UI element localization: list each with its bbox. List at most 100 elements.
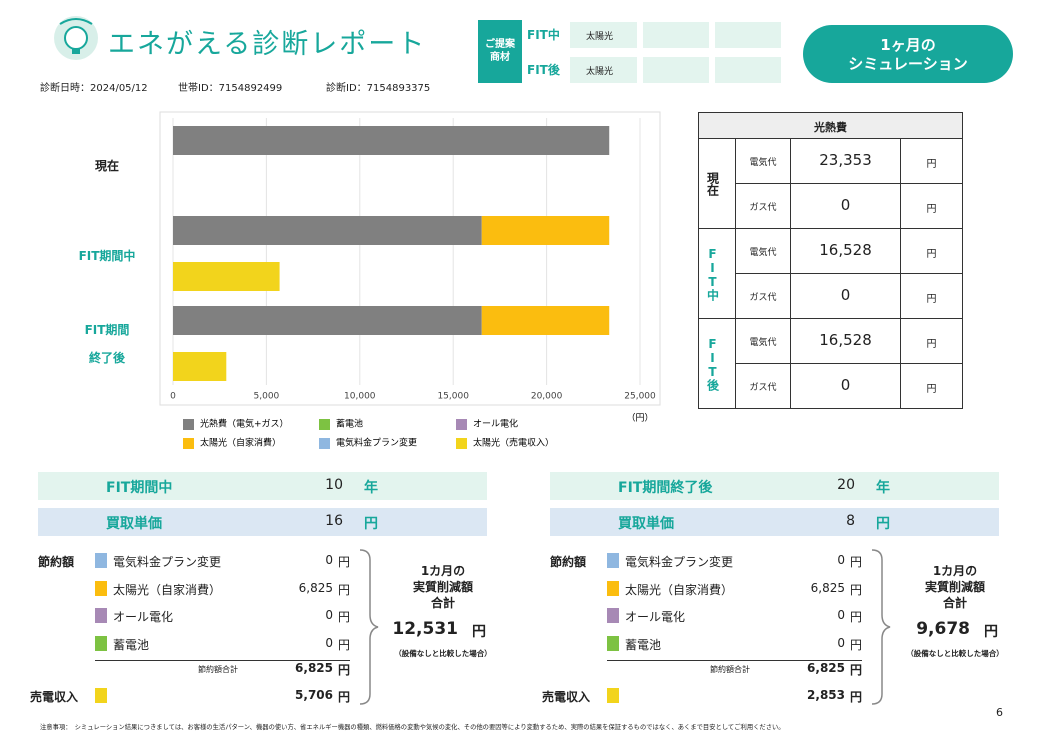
item-swatch — [607, 635, 619, 651]
title: エネがえる診断レポート — [108, 29, 427, 60]
period-band — [38, 472, 487, 500]
legend-label: 電気料金プラン変更 — [336, 437, 417, 449]
cost-value: 0 — [790, 363, 901, 409]
x-unit: （円） — [626, 413, 653, 424]
x-tick-label: 20,000 — [531, 392, 563, 402]
item-value: 0 — [325, 635, 333, 650]
bar — [173, 126, 610, 155]
item-unit: 円 — [850, 610, 863, 624]
total-title: 1カ月の 実質削減額 合計 — [412, 564, 473, 610]
legend-label: オール電化 — [473, 418, 518, 430]
period-value: 10 — [325, 477, 343, 493]
price-band — [38, 508, 487, 536]
cost-unit: 円 — [900, 273, 963, 319]
cost-unit: 円 — [900, 228, 963, 274]
cost-label: 電気代 — [735, 318, 791, 364]
legend-swatch — [319, 419, 330, 430]
sales-label: 売電収入 — [542, 690, 591, 704]
legend-swatch — [183, 438, 194, 449]
logo — [54, 16, 98, 60]
item-value: 0 — [837, 553, 845, 567]
total-note: （設備なしと比較した場合） — [906, 649, 1004, 658]
total-value: 12,531 — [392, 619, 458, 639]
savings-label: 節約額 — [550, 555, 587, 569]
item-value: 0 — [325, 553, 333, 567]
household-id: 世帯ID：7154892499 — [178, 83, 283, 94]
item-name: 太陽光（自家消費） — [625, 582, 734, 597]
item-name: 蓄電池 — [625, 637, 662, 652]
item-swatch — [95, 580, 107, 596]
savings-label: 節約額 — [38, 555, 75, 569]
total-title: 1カ月の 実質削減額 合計 — [924, 564, 985, 610]
legend-label: 太陽光（自家消費） — [200, 437, 281, 449]
item-value: 0 — [837, 635, 845, 650]
cost-label: 電気代 — [735, 228, 791, 274]
cost-table-title: 光熱費 — [698, 112, 963, 139]
price-value: 8 — [846, 513, 855, 529]
item-name: 電気料金プラン変更 — [113, 555, 222, 569]
item-value: 0 — [325, 608, 333, 622]
legend-label: 太陽光（売電収入） — [473, 437, 554, 449]
subtotal-label: 節約額合計 — [198, 665, 238, 674]
legend-label: 光熱費（電気+ガス） — [200, 418, 289, 430]
x-tick-label: 5,000 — [254, 392, 280, 402]
item-value: 6,825 — [298, 580, 333, 595]
proposal-cell — [643, 22, 709, 48]
category-label: 現在 — [94, 159, 119, 173]
cost-unit: 円 — [900, 183, 963, 229]
bar — [173, 216, 482, 245]
total-note: （設備なしと比較した場合） — [394, 649, 492, 658]
proposal-cell — [715, 22, 781, 48]
subtotal-label: 節約額合計 — [710, 665, 750, 674]
x-tick-label: 0 — [170, 392, 176, 402]
item-value: 0 — [837, 608, 845, 622]
total-unit: 円 — [984, 624, 998, 640]
cost-unit: 円 — [900, 363, 963, 409]
item-unit: 円 — [850, 582, 863, 597]
item-name: オール電化 — [625, 610, 686, 624]
cost-group: 現在 — [698, 138, 736, 229]
item-name: 蓄電池 — [113, 637, 150, 652]
price-label: 買取単価 — [618, 516, 674, 532]
cost-value: 23,353 — [790, 138, 901, 184]
subtotal-unit: 円 — [850, 663, 863, 677]
sales-swatch — [95, 688, 107, 703]
bar — [173, 262, 280, 291]
cost-label: ガス代 — [735, 273, 791, 319]
period-label: FIT期間終了後 — [618, 480, 713, 496]
cost-value: 16,528 — [790, 318, 901, 364]
proposal-item: 太陽光 — [570, 22, 637, 48]
item-name: オール電化 — [113, 610, 174, 624]
plot-frame — [159, 111, 661, 406]
item-value: 6,825 — [810, 580, 845, 595]
price-unit: 円 — [876, 516, 890, 532]
period-unit: 年 — [876, 480, 890, 496]
bar — [481, 306, 610, 335]
item-name: 電気料金プラン変更 — [625, 555, 734, 569]
simulation-button[interactable]: 1ヶ月の シミュレーション — [803, 25, 1013, 83]
legend-swatch — [319, 438, 330, 449]
category-label: FIT期間 終了後 — [84, 323, 130, 365]
legend-swatch — [456, 438, 467, 449]
proposal-label: ご提案 商材 — [478, 20, 522, 83]
price-value: 16 — [325, 513, 343, 529]
bar — [173, 352, 227, 381]
period-band — [550, 472, 999, 500]
subtotal-value: 6,825 — [295, 661, 333, 675]
diagnosis-date: 診断日時：2024/05/12 — [40, 83, 148, 94]
cost-value: 0 — [790, 183, 901, 229]
item-swatch — [607, 608, 619, 623]
proposal-name: FIT後 — [527, 63, 560, 77]
cost-value: 16,528 — [790, 228, 901, 274]
price-unit: 円 — [364, 516, 378, 532]
cost-group: FIT後 — [698, 318, 736, 409]
item-swatch — [95, 608, 107, 623]
item-swatch — [607, 553, 619, 568]
diagnosis-id: 診断ID：7154893375 — [326, 83, 431, 94]
proposal-cell — [643, 57, 709, 83]
price-band — [550, 508, 999, 536]
cost-group: FIT中 — [698, 228, 736, 319]
item-unit: 円 — [850, 637, 863, 652]
